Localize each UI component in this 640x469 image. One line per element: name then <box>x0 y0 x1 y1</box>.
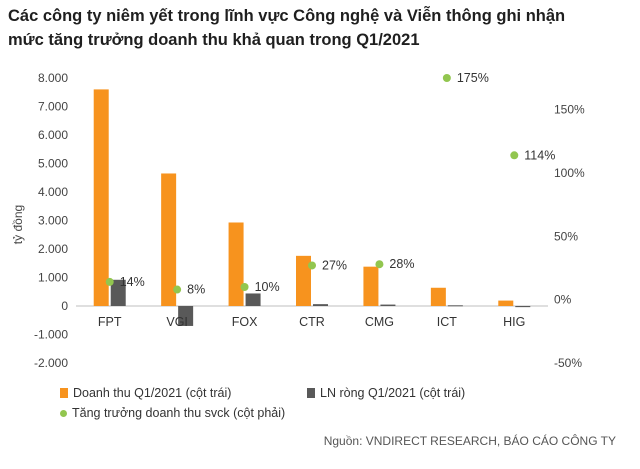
x-category-label: CMG <box>365 315 394 329</box>
bar-profit-fox <box>245 293 261 306</box>
y-tick-label: 6.000 <box>38 128 68 142</box>
legend-marker-growth <box>60 409 67 417</box>
chart-title: Các công ty niêm yết trong lĩnh vực Công… <box>8 4 633 52</box>
y-tick-label: 5.000 <box>38 157 68 171</box>
y-tick-label: 8.000 <box>38 71 68 85</box>
y2-tick-label: 150% <box>554 103 585 117</box>
legend-swatch-revenue <box>60 388 68 398</box>
bar-profit-hig <box>515 306 531 308</box>
x-category-label: CTR <box>299 315 325 329</box>
x-category-label: VGI <box>166 315 188 329</box>
y-tick-label: -2.000 <box>34 356 68 370</box>
legend-item-profit: LN ròng Q1/2021 (cột trái) <box>307 386 465 400</box>
legend-label-profit: LN ròng Q1/2021 (cột trái) <box>320 386 466 400</box>
bar-profit-vgi <box>178 306 194 326</box>
y-tick-label: 1.000 <box>38 271 68 285</box>
y-tick-label: 4.000 <box>38 185 68 199</box>
y2-tick-label: 50% <box>554 229 578 243</box>
y-axis-title: tỷ đồng <box>11 205 25 244</box>
y-tick-label: 3.000 <box>38 214 68 228</box>
y-tick-label: 7.000 <box>38 100 68 114</box>
growth-data-label: 14% <box>120 275 145 289</box>
legend-item-revenue: Doanh thu Q1/2021 (cột trái) <box>60 386 231 400</box>
bar-revenue-fox <box>228 222 244 306</box>
y2-tick-label: -50% <box>554 356 582 370</box>
source-note: Nguồn: VNDIRECT RESEARCH, BÁO CÁO CÔNG T… <box>323 434 616 448</box>
bar-revenue-hig <box>498 300 514 306</box>
bar-profit-fpt <box>110 279 126 306</box>
growth-data-label: 28% <box>389 257 414 271</box>
bar-revenue-vgi <box>161 173 177 306</box>
chart-title-line-2: mức tăng trưởng doanh thu khả quan trong… <box>8 31 420 49</box>
growth-point-fpt <box>105 277 114 286</box>
growth-point-fox <box>240 283 249 291</box>
x-category-label: FPT <box>98 315 122 329</box>
legend-label-growth: Tăng trưởng doanh thu svck (cột phải) <box>72 406 286 420</box>
bar-profit-ict <box>447 305 463 307</box>
bar-profit-ctr <box>313 304 328 306</box>
bar-revenue-cmg <box>363 266 379 306</box>
y-tick-label: 2.000 <box>38 242 68 256</box>
bar-revenue-ctr <box>296 255 311 306</box>
growth-point-vgi <box>173 285 182 294</box>
x-category-label: FOX <box>232 315 258 329</box>
x-category-label: ICT <box>437 315 458 329</box>
x-category-label: HIG <box>503 315 525 329</box>
growth-point-ctr <box>308 261 316 270</box>
bar-profit-cmg <box>380 304 396 306</box>
bar-revenue-fpt <box>93 89 109 307</box>
growth-data-label: 175% <box>457 71 489 85</box>
chart-title-line-1: Các công ty niêm yết trong lĩnh vực Công… <box>8 7 566 25</box>
growth-point-hig <box>510 151 519 160</box>
y-tick-label: 0 <box>61 299 68 313</box>
growth-point-cmg <box>375 260 384 269</box>
growth-point-ict <box>442 74 451 82</box>
growth-data-label: 27% <box>322 258 347 272</box>
y2-tick-label: 0% <box>554 293 572 307</box>
legend-swatch-profit <box>307 388 315 398</box>
legend-label-revenue: Doanh thu Q1/2021 (cột trái) <box>73 386 232 400</box>
y-tick-label: -1.000 <box>34 328 68 342</box>
growth-data-label: 8% <box>187 283 205 297</box>
growth-data-label: 114% <box>524 148 555 162</box>
bar-revenue-ict <box>430 287 446 306</box>
y2-tick-label: 100% <box>554 166 585 180</box>
legend-item-growth: Tăng trưởng doanh thu svck (cột phải) <box>60 406 285 420</box>
growth-data-label: 10% <box>255 280 280 294</box>
